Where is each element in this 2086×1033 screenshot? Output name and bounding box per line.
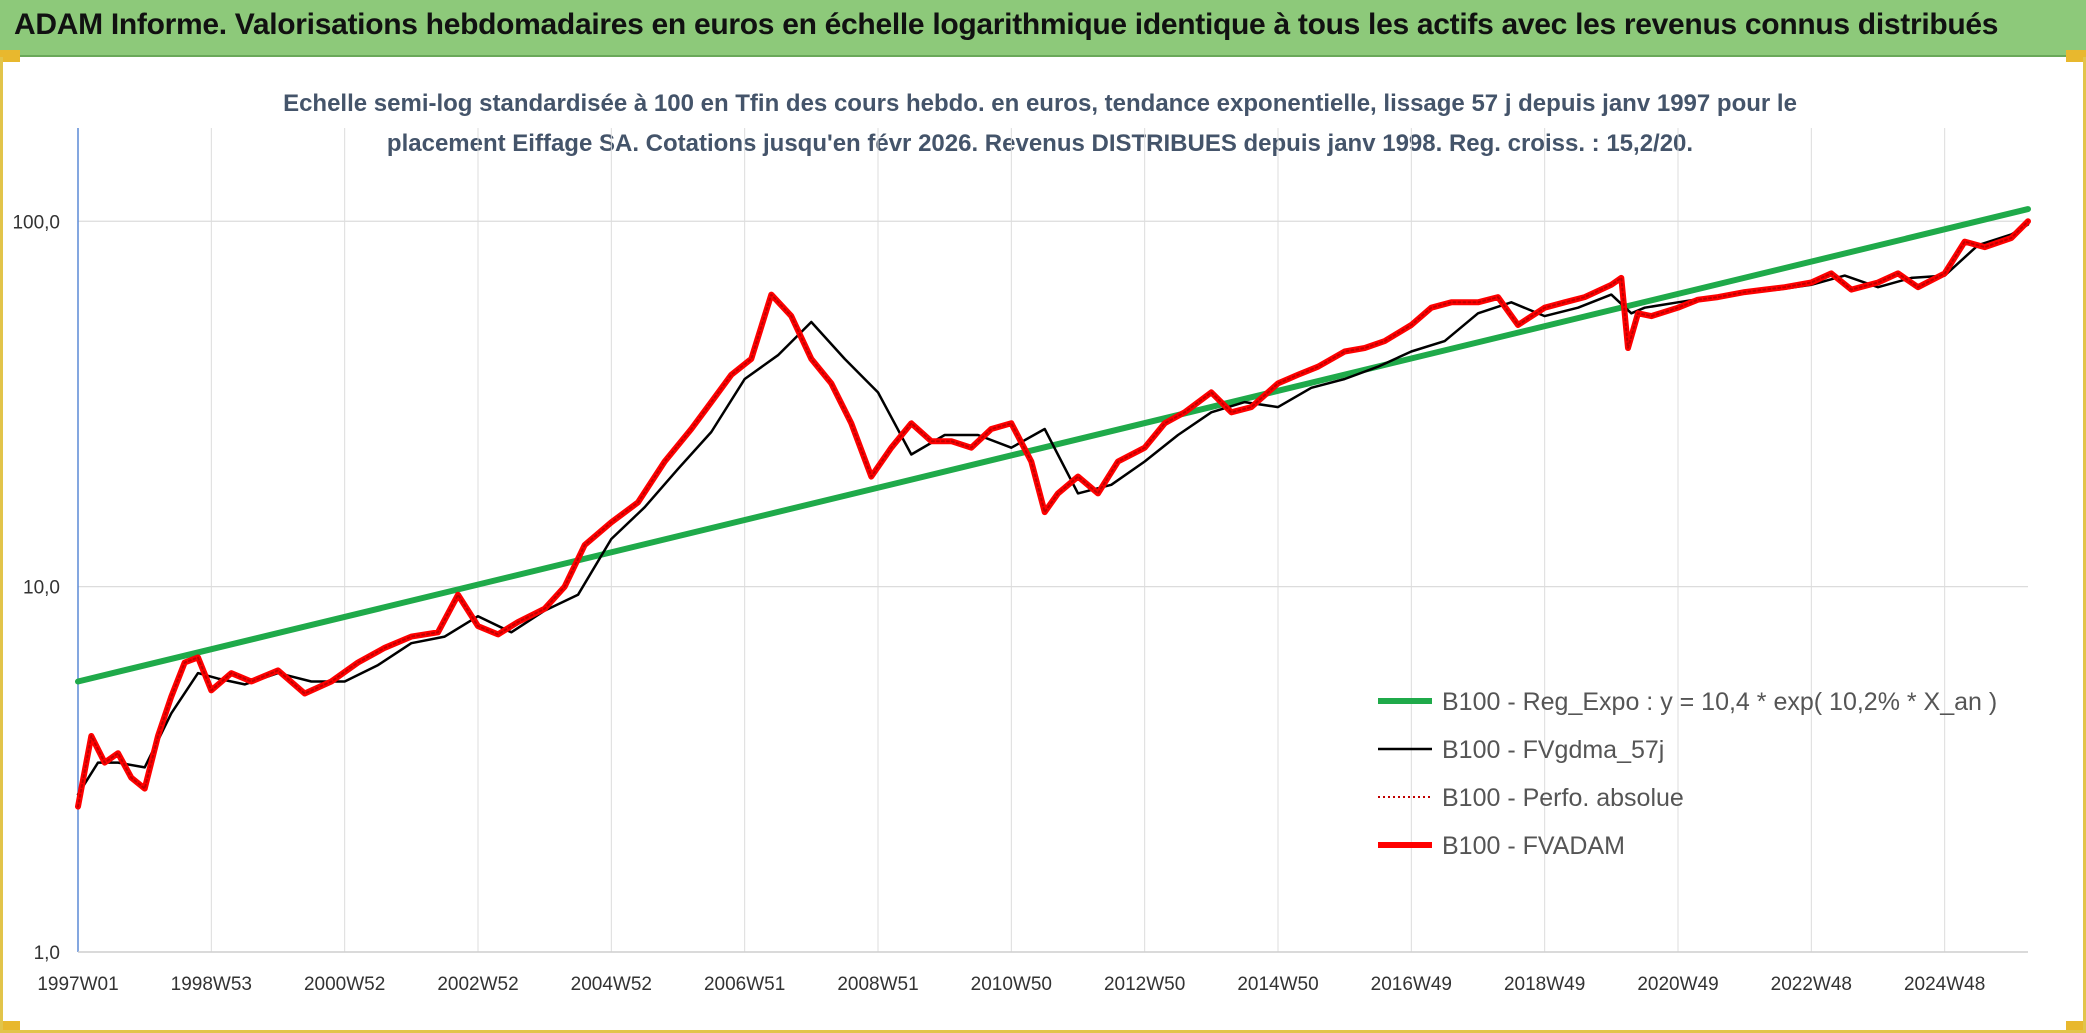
series-line-2 bbox=[77, 220, 2029, 808]
y-tick-label: 100,0 bbox=[12, 212, 60, 233]
corner-marker-left bbox=[0, 50, 20, 62]
x-tick-label: 2004W52 bbox=[571, 974, 652, 995]
legend-entry: B100 - FVgdma_57j bbox=[1442, 736, 1664, 764]
chart-subtitle-line-2: placement Eiffage SA. Cotations jusqu'en… bbox=[386, 130, 1694, 157]
axes: 1997W01 1998W53 2000W52 2002W52 2004W52 2006W… bbox=[12, 128, 2028, 995]
x-tick-label: 2024W48 bbox=[1904, 974, 1985, 995]
page-title: ADAM Informe. Valorisations hebdomadaire… bbox=[14, 8, 1999, 41]
x-tick-label: 2012W50 bbox=[1104, 974, 1185, 995]
corner-marker-right bbox=[2066, 50, 2086, 62]
x-tick-label: 1997W01 bbox=[37, 974, 118, 995]
chart-subtitle-line-1: Echelle semi-log standardisée à 100 en T… bbox=[283, 90, 1797, 117]
x-tick-label: 2020W49 bbox=[1637, 974, 1718, 995]
legend-entry: B100 - Reg_Expo : y = 10,4 * exp( 10,2% … bbox=[1442, 688, 1997, 716]
series-lines bbox=[75, 206, 2031, 810]
x-tick-label: 2008W51 bbox=[837, 974, 918, 995]
x-tick-label: 2022W48 bbox=[1771, 974, 1852, 995]
x-tick-label: 2002W52 bbox=[437, 974, 518, 995]
header-bar: ADAM Informe. Valorisations hebdomadaire… bbox=[0, 0, 2086, 57]
series-line-3 bbox=[75, 218, 2031, 810]
grid bbox=[78, 128, 2028, 953]
y-tick-label: 1,0 bbox=[34, 943, 60, 964]
x-tick-label: 2006W51 bbox=[704, 974, 785, 995]
legend: B100 - Reg_Expo : y = 10,4 * exp( 10,2% … bbox=[1378, 688, 1997, 860]
x-tick-label: 2000W52 bbox=[304, 974, 385, 995]
x-tick-label: 2014W50 bbox=[1237, 974, 1318, 995]
legend-entry: B100 - FVADAM bbox=[1442, 832, 1625, 860]
legend-entry: B100 - Perfo. absolue bbox=[1442, 784, 1684, 812]
chart-frame bbox=[0, 57, 2086, 1033]
x-tick-label: 2018W49 bbox=[1504, 974, 1585, 995]
chart-subtitle: Echelle semi-log standardisée à 100 en T… bbox=[240, 84, 1840, 164]
x-tick-label: 2016W49 bbox=[1371, 974, 1452, 995]
x-tick-label: 2010W50 bbox=[971, 974, 1052, 995]
x-tick-label: 1998W53 bbox=[171, 974, 252, 995]
y-tick-label: 10,0 bbox=[23, 578, 60, 599]
